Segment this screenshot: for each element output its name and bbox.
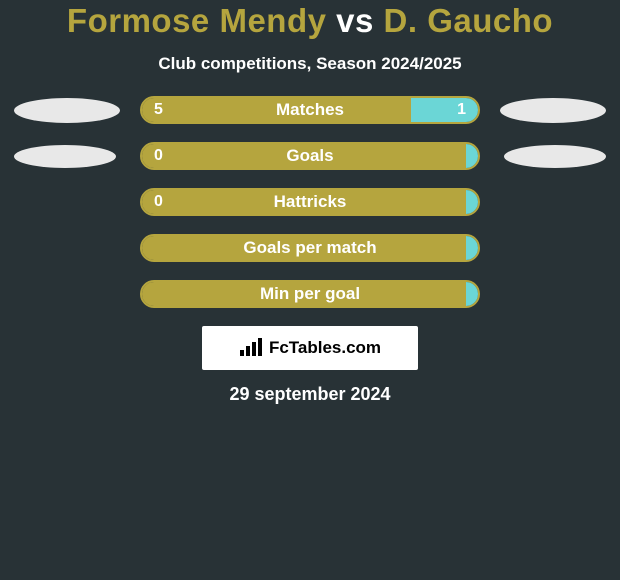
bar-left-segment: 5 [142,98,411,122]
bar-right-segment [466,190,478,214]
stat-bar: Min per goal [140,280,480,308]
stat-bar: 0Goals [140,142,480,170]
vs-text: vs [336,2,374,39]
logo-box: FcTables.com [202,326,418,370]
right-oval [500,98,606,123]
chart-subtitle: Club competitions, Season 2024/2025 [0,54,620,74]
chart-title: Formose Mendy vs D. Gaucho [0,2,620,40]
right-oval [504,145,606,168]
bar-left-segment: 0 [142,144,466,168]
stat-bar: 51Matches [140,96,480,124]
left-oval [14,98,120,123]
bar-left-segment [142,282,466,306]
stat-row: 0Hattricks [0,188,620,216]
stat-row: Min per goal [0,280,620,308]
logo-label: FcTables.com [269,338,381,358]
bar-right-segment [466,236,478,260]
logo-bars-icon [239,338,265,358]
player2-name: D. Gaucho [384,2,554,39]
chart-date: 29 september 2024 [0,384,620,405]
stat-row: 51Matches [0,96,620,124]
chart-container: Formose Mendy vs D. Gaucho Club competit… [0,0,620,580]
player1-name: Formose Mendy [67,2,327,39]
rows-container: 51Matches 0Goals 0Hattricks Goals per match… [0,96,620,308]
stat-bar: 0Hattricks [140,188,480,216]
bar-left-segment [142,236,466,260]
left-oval [14,145,116,168]
stat-row: Goals per match [0,234,620,262]
bar-right-segment: 1 [411,98,478,122]
bar-left-segment: 0 [142,190,466,214]
bar-right-segment [466,282,478,306]
logo-text: FcTables.com [239,338,381,358]
stat-row: 0Goals [0,142,620,170]
stat-bar: Goals per match [140,234,480,262]
bar-right-segment [466,144,478,168]
